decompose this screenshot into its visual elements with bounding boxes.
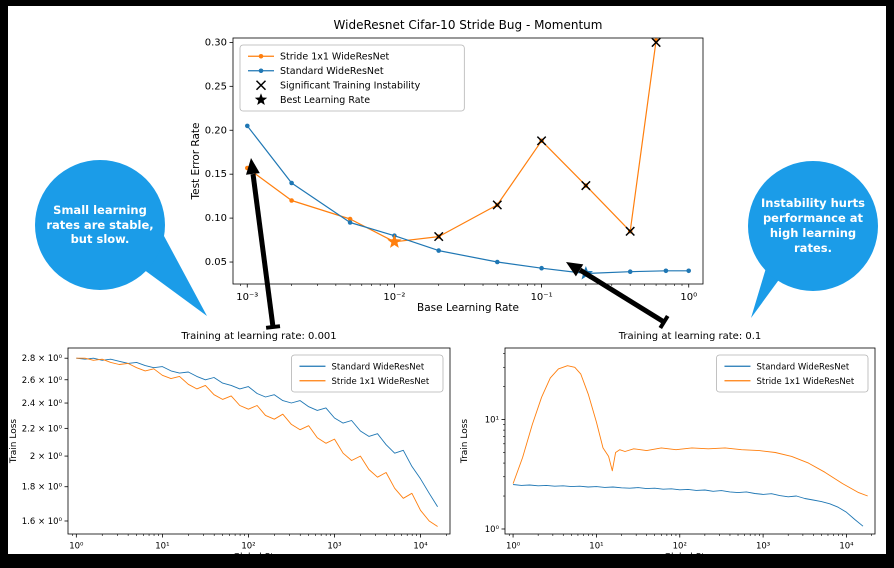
svg-text:2.6 × 10⁰: 2.6 × 10⁰	[22, 376, 63, 386]
svg-text:2.2 × 10⁰: 2.2 × 10⁰	[22, 424, 63, 434]
bottom-right-chart-training-lr-01: 10⁰ 10¹ 10² 10³ 10⁴ 10⁰ 10¹ Training at learnin…	[460, 331, 876, 563]
svg-text:10³: 10³	[327, 542, 341, 552]
svg-text:0.30: 0.30	[205, 37, 227, 48]
svg-text:Standard WideResNet: Standard WideResNet	[331, 362, 424, 372]
svg-text:10⁰: 10⁰	[506, 542, 521, 552]
svg-text:Stride 1x1 WideResNet: Stride 1x1 WideResNet	[331, 377, 429, 387]
top-legend: Stride 1x1 WideResNet Standard WideResNet…	[239, 44, 465, 112]
svg-text:10⁰: 10⁰	[485, 525, 500, 535]
bottom_left-legend: Standard WideResNet Stride 1x1 WideResNet	[291, 354, 444, 393]
svg-text:0.10: 0.10	[205, 213, 227, 224]
svg-text:1.8 × 10⁰: 1.8 × 10⁰	[22, 483, 63, 493]
svg-text:0.25: 0.25	[205, 81, 227, 92]
top-xlabel: Base Learning Rate	[417, 302, 519, 314]
top-chart-test-error-vs-learning-rate: 10⁻³ 10⁻² 10⁻¹ 10⁰ 0.05 0.10 0.15 0.20 0.25 0.30 W…	[190, 18, 704, 314]
svg-text:Stride 1x1 WideResNet: Stride 1x1 WideResNet	[756, 377, 854, 387]
svg-text:Stride 1x1 WideResNet: Stride 1x1 WideResNet	[280, 51, 390, 62]
svg-text:0.05: 0.05	[205, 257, 227, 268]
bottom_right-xlabel: Global Step	[664, 553, 716, 563]
svg-text:2 × 10⁰: 2 × 10⁰	[30, 452, 63, 462]
svg-text:10⁴: 10⁴	[413, 542, 428, 552]
top-title: WideResnet Cifar-10 Stride Bug - Momentu…	[334, 18, 603, 32]
svg-text:10²: 10²	[673, 542, 687, 552]
svg-text:10⁻¹: 10⁻¹	[531, 292, 553, 303]
svg-text:10¹: 10¹	[485, 416, 499, 426]
svg-text:10⁻³: 10⁻³	[236, 292, 258, 303]
svg-text:0.15: 0.15	[205, 169, 227, 180]
svg-text:10⁰: 10⁰	[680, 292, 697, 303]
svg-text:Best Learning Rate: Best Learning Rate	[280, 95, 370, 106]
svg-text:10⁴: 10⁴	[839, 542, 854, 552]
svg-text:10⁻²: 10⁻²	[383, 292, 405, 303]
callout-small-learning-rates: Small learning rates are stable, but slo…	[35, 160, 165, 290]
svg-text:2.4 × 10⁰: 2.4 × 10⁰	[22, 399, 63, 409]
bottom_left-xlabel: Global Step	[233, 553, 285, 563]
callout-small-learning-rates-text: Small learning rates are stable, but slo…	[46, 202, 154, 247]
bottom_right-title: Training at learning rate: 0.1	[618, 331, 762, 342]
svg-text:10³: 10³	[756, 542, 770, 552]
svg-text:10¹: 10¹	[155, 542, 169, 552]
svg-text:Significant Training Instabili: Significant Training Instability	[280, 80, 421, 91]
bottom_left-title: Training at learning rate: 0.001	[180, 331, 336, 342]
svg-text:10⁰: 10⁰	[69, 542, 84, 552]
svg-text:1.6 × 10⁰: 1.6 × 10⁰	[22, 517, 63, 527]
svg-text:10²: 10²	[241, 542, 255, 552]
bottom_right-ylabel: Train Loss	[460, 419, 470, 465]
svg-text:10¹: 10¹	[589, 542, 603, 552]
svg-text:Standard WideResNet: Standard WideResNet	[280, 66, 384, 77]
callout-instability-hurts-text: Instability hurts performance at high le…	[760, 196, 865, 255]
bottom-left-chart-training-lr-0001: 10⁰ 10¹ 10² 10³ 10⁴ 1.6 × 10⁰ 1.8 × 10⁰ 2 × 10⁰…	[9, 331, 451, 563]
svg-text:Standard WideResNet: Standard WideResNet	[756, 362, 849, 372]
top-ylabel: Test Error Rate	[190, 122, 202, 200]
callout-instability-hurts: Instability hurts performance at high le…	[748, 161, 878, 291]
bottom_left-ylabel: Train Loss	[9, 419, 19, 465]
bottom_right-legend: Standard WideResNet Stride 1x1 WideResNet	[716, 354, 869, 393]
svg-text:2.8 × 10⁰: 2.8 × 10⁰	[22, 354, 63, 364]
svg-text:0.20: 0.20	[205, 125, 227, 136]
